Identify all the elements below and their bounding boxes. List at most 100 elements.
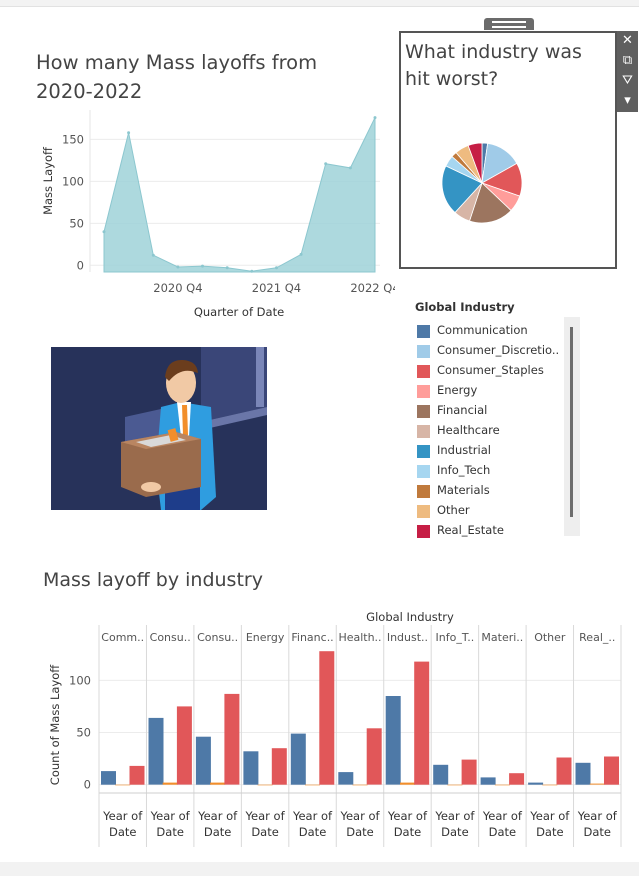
bar	[556, 757, 572, 785]
area-point	[102, 230, 106, 234]
area-series	[103, 117, 376, 273]
bar-y-tick-label: 50	[76, 726, 91, 740]
legend-label: Other	[437, 503, 470, 517]
bar-bottom-label: Year of	[150, 809, 191, 823]
bar	[115, 784, 131, 786]
bar-bottom-label: Year of	[197, 809, 238, 823]
bar	[162, 782, 178, 785]
bar-bottom-label: Year of	[292, 809, 333, 823]
legend-swatch	[417, 445, 430, 458]
bar-bottom-label: Date	[584, 825, 612, 839]
bar	[385, 696, 401, 785]
bar-category-label: Comm..	[101, 631, 144, 644]
area-point	[250, 269, 254, 273]
bar	[243, 751, 259, 785]
dropdown-icon[interactable]: ▾	[624, 93, 631, 108]
bar-category-label: Health..	[338, 631, 381, 644]
legend-item[interactable]: Other	[412, 502, 582, 522]
bar	[271, 748, 287, 785]
bar	[494, 784, 510, 786]
legend-label: Communication	[437, 323, 528, 337]
bar	[480, 777, 496, 785]
legend-label: Materials	[437, 483, 490, 497]
bar	[290, 733, 306, 785]
legend-label: Consumer_Staples	[437, 363, 544, 377]
legend-item[interactable]: Healthcare	[412, 422, 582, 442]
bar	[210, 782, 226, 785]
area-point	[176, 265, 180, 269]
bar	[101, 771, 116, 785]
bar	[176, 706, 192, 785]
legend-item[interactable]: Real_Estate	[412, 522, 582, 542]
legend-scrollbar[interactable]	[564, 317, 580, 536]
bar-bottom-label: Date	[441, 825, 469, 839]
popout-icon[interactable]: ⧉	[622, 53, 633, 68]
area-point	[373, 116, 377, 120]
bar	[224, 693, 240, 785]
legend-item[interactable]: Consumer_Discretio..	[412, 342, 582, 362]
area-point	[348, 166, 352, 170]
area-point	[225, 266, 229, 270]
bar-category-label: Other	[534, 631, 566, 644]
area-point	[151, 253, 155, 257]
legend-swatch	[417, 505, 430, 518]
drag-handle[interactable]	[484, 18, 534, 30]
bar-bottom-label: Year of	[387, 809, 428, 823]
legend-item[interactable]: Materials	[412, 482, 582, 502]
legend-swatch	[417, 385, 430, 398]
close-icon[interactable]: ✕	[622, 33, 633, 48]
bar	[461, 759, 477, 785]
area-point	[275, 266, 278, 270]
bar-group-header: Global Industry	[366, 610, 454, 624]
bar	[528, 782, 544, 785]
pie-chart-title: What industry was hit worst?	[405, 41, 582, 90]
bar	[195, 736, 211, 785]
pie-slice	[469, 182, 512, 224]
area-chart: 0 50 100 150 2020 Q4 2021 Q4 2022 Q4 Quarter of…	[41, 110, 395, 319]
bar-bottom-label: Date	[394, 825, 422, 839]
area-point	[324, 162, 328, 166]
legend-label: Real_Estate	[437, 523, 504, 537]
area-point	[299, 252, 303, 256]
legend-swatch	[417, 485, 430, 498]
bar-bottom-label: Date	[346, 825, 374, 839]
bar-y-tick-label: 0	[84, 778, 91, 792]
pie-chart	[441, 142, 523, 224]
bar	[257, 784, 273, 786]
bar-bottom-label: Date	[109, 825, 137, 839]
bar	[447, 784, 463, 786]
bar-chart: Global Industry 0 50 100 Count of Mass Layof…	[48, 610, 622, 847]
legend-item[interactable]: Financial	[412, 402, 582, 422]
bar-bottom-label: Year of	[529, 809, 570, 823]
legend-swatch	[417, 525, 430, 538]
worker-with-box-picture	[51, 347, 267, 510]
floating-toolbar: ✕ ⧉ ⛛ ▾	[617, 31, 638, 112]
area-y-tick-label: 150	[62, 132, 84, 146]
legend-item[interactable]: Info_Tech	[412, 462, 582, 482]
bar	[366, 728, 382, 785]
bar-category-label: Info_T..	[436, 631, 475, 644]
legend-item[interactable]: Industrial	[412, 442, 582, 462]
bar	[414, 661, 430, 785]
legend-item[interactable]: Consumer_Staples	[412, 362, 582, 382]
legend-title: Global Industry	[415, 300, 515, 314]
legend-item[interactable]: Communication	[412, 322, 582, 342]
area-point	[201, 264, 204, 268]
layoff-illustration	[51, 347, 267, 510]
bar	[148, 717, 164, 785]
bar	[129, 765, 145, 785]
bar-category-label: Consu..	[197, 631, 238, 644]
bar-bottom-label: Date	[156, 825, 184, 839]
bar-category-label: Financ..	[291, 631, 333, 644]
legend-item[interactable]: Energy	[412, 382, 582, 402]
legend-label: Healthcare	[437, 423, 500, 437]
area-point	[127, 131, 131, 135]
legend-swatch	[417, 365, 430, 378]
area-x-tick-label: 2022 Q4	[350, 281, 395, 295]
legend-scroll-thumb[interactable]	[570, 327, 573, 517]
bar-bottom-label: Year of	[102, 809, 143, 823]
area-x-tick-label: 2021 Q4	[252, 281, 301, 295]
bar	[319, 651, 335, 785]
filter-icon[interactable]: ⛛	[622, 73, 633, 88]
bar-bottom-label: Date	[299, 825, 327, 839]
